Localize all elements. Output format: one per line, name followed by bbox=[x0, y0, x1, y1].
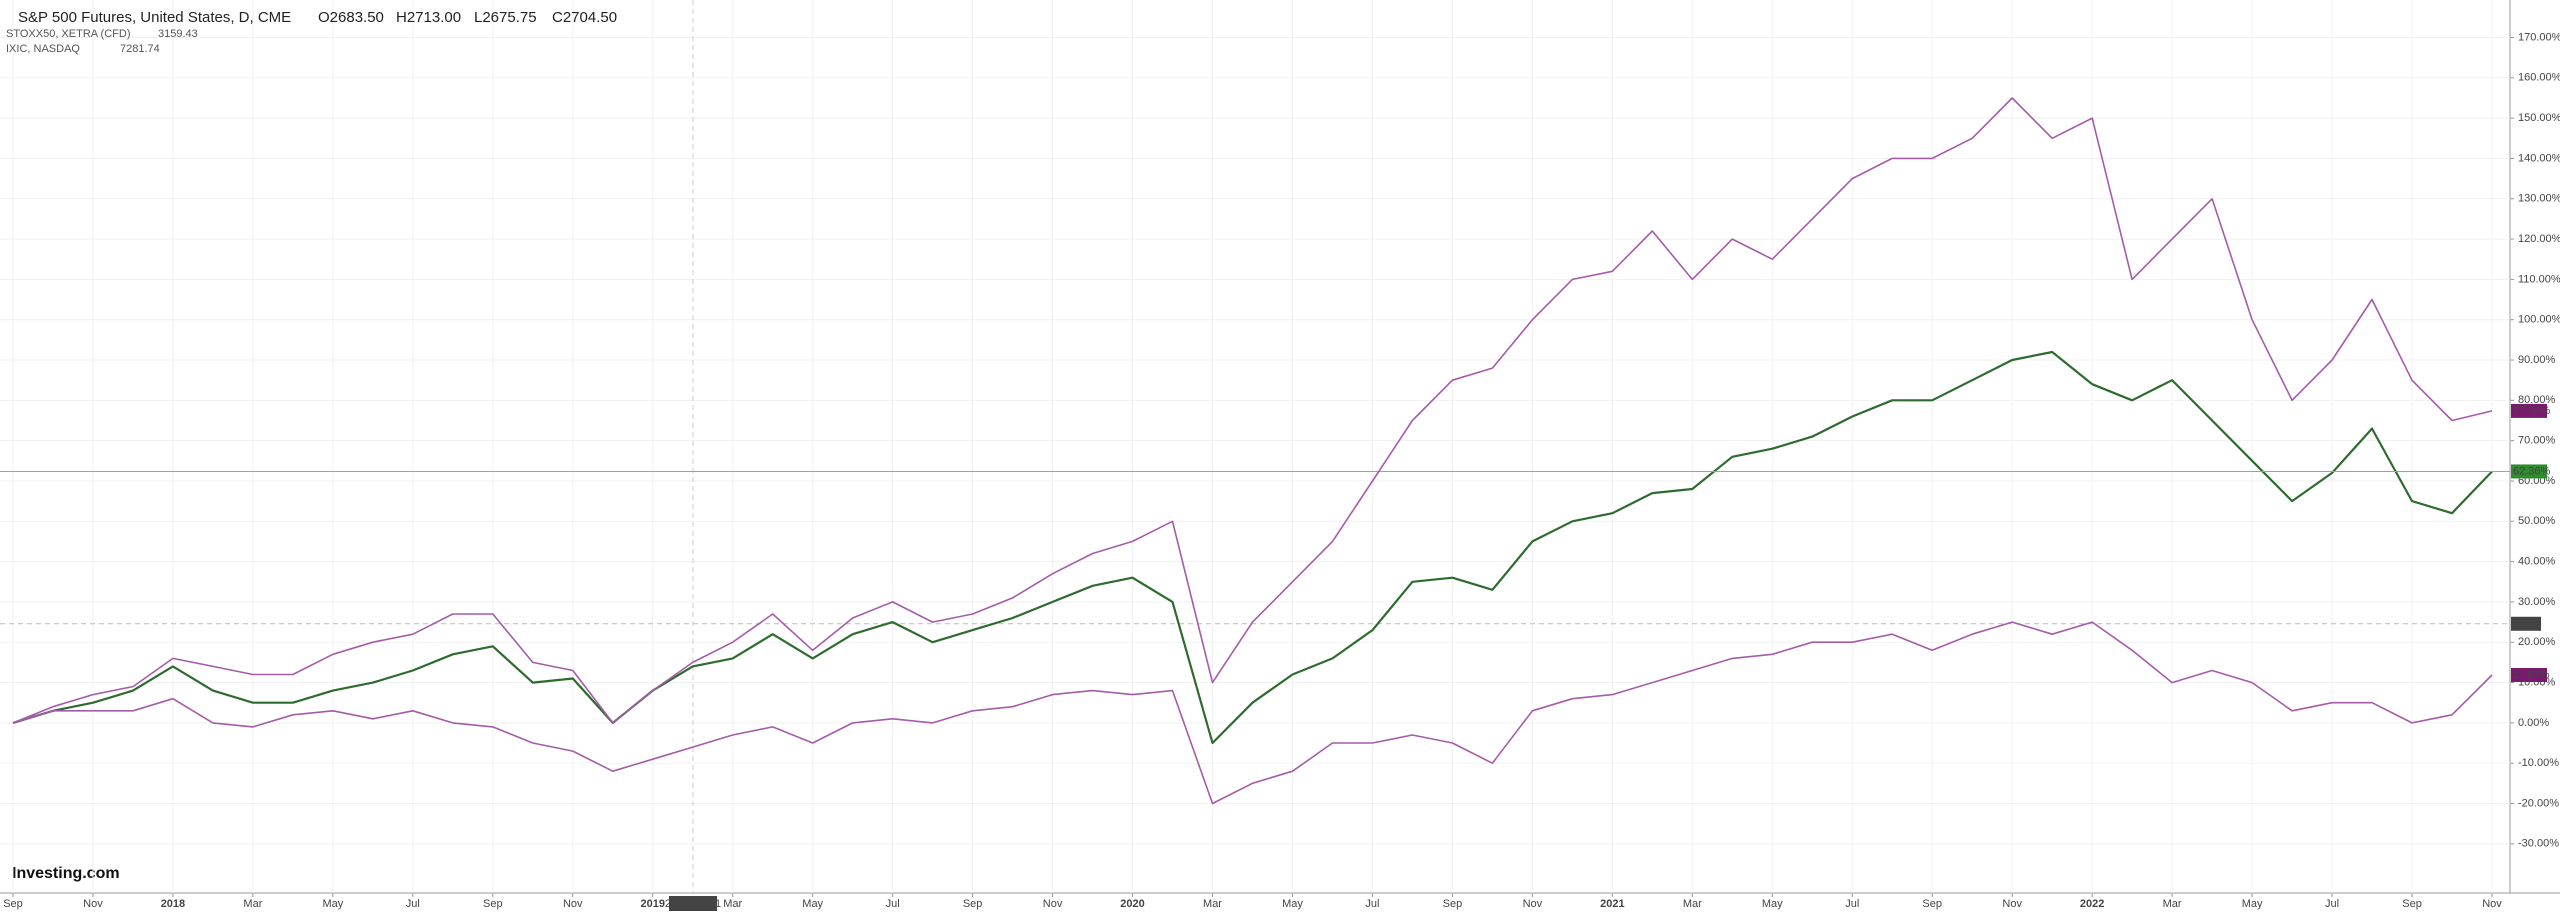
legend-entry: S&P 500 Futures, United States, D, CME bbox=[18, 9, 291, 26]
legend-quote: C2704.50 bbox=[552, 9, 617, 26]
y-tick-label: 50.00% bbox=[2518, 515, 2556, 527]
y-tick-label: 40.00% bbox=[2518, 556, 2556, 568]
x-tick-label: Jul bbox=[406, 898, 420, 910]
crosshair-x-label: 2019-01-31 bbox=[665, 898, 721, 910]
series-line bbox=[12, 621, 2493, 805]
x-tick-label: Sep bbox=[2402, 898, 2422, 910]
y-tick-label: 110.00% bbox=[2518, 273, 2560, 285]
x-tick-label: Jul bbox=[1365, 898, 1379, 910]
x-tick-label: Jul bbox=[886, 898, 900, 910]
legend-quote: H2713.00 bbox=[396, 9, 461, 26]
crosshair-x-tag bbox=[669, 896, 717, 911]
x-tick-label: Jul bbox=[2325, 898, 2339, 910]
x-tick-label: Nov bbox=[1043, 898, 1063, 910]
x-tick-label: May bbox=[1762, 898, 1783, 910]
y-tick-label: 120.00% bbox=[2518, 233, 2560, 245]
y-tick-label: 90.00% bbox=[2518, 354, 2556, 366]
legend-quote: 7281.74 bbox=[120, 43, 160, 55]
end-tag bbox=[2511, 403, 2547, 418]
x-tick-label: Sep bbox=[483, 898, 503, 910]
end-label: 11.87% bbox=[2513, 669, 2550, 681]
x-tick-label: May bbox=[2242, 898, 2263, 910]
logo: Investing.com bbox=[12, 865, 120, 882]
legend-entry: STOXX50, XETRA (CFD) bbox=[6, 28, 131, 40]
y-tick-label: 140.00% bbox=[2518, 152, 2560, 164]
y-tick-label: 70.00% bbox=[2518, 435, 2556, 447]
y-tick-label: 150.00% bbox=[2518, 112, 2560, 124]
x-tick-label: Nov bbox=[83, 898, 103, 910]
y-tick-label: 100.00% bbox=[2518, 314, 2560, 326]
x-tick-label: Sep bbox=[963, 898, 983, 910]
crosshair-y-tag bbox=[2511, 616, 2541, 631]
end-tag bbox=[2511, 464, 2547, 479]
crosshair-y-label: 24.58 bbox=[2514, 618, 2542, 630]
end-label: 62.36% bbox=[2513, 465, 2551, 477]
x-tick-label: Mar bbox=[2163, 898, 2182, 910]
end-label: 77.38% bbox=[2513, 405, 2551, 417]
x-tick-label: 2022 bbox=[2080, 898, 2104, 910]
series-line bbox=[12, 97, 2493, 724]
x-tick-label: Nov bbox=[2482, 898, 2502, 910]
x-tick-label: Jul bbox=[1845, 898, 1859, 910]
series-line bbox=[12, 350, 2493, 745]
x-tick-label: Nov bbox=[1523, 898, 1543, 910]
x-tick-label: Mar bbox=[723, 898, 742, 910]
x-tick-label: Mar bbox=[243, 898, 262, 910]
y-tick-label: 80.00% bbox=[2518, 394, 2556, 406]
y-tick-label: 130.00% bbox=[2518, 193, 2560, 205]
x-tick-label: Sep bbox=[1922, 898, 1942, 910]
x-tick-label: 2018 bbox=[161, 898, 185, 910]
legend-quote: O2683.50 bbox=[318, 9, 384, 26]
y-tick-label: 170.00% bbox=[2518, 31, 2560, 43]
x-tick-label: Nov bbox=[2002, 898, 2022, 910]
y-tick-label: 160.00% bbox=[2518, 72, 2560, 84]
x-tick-label: May bbox=[1282, 898, 1303, 910]
x-tick-label: May bbox=[802, 898, 823, 910]
x-tick-label: Mar bbox=[1683, 898, 1702, 910]
x-tick-label: Sep bbox=[3, 898, 23, 910]
y-tick-label: 30.00% bbox=[2518, 596, 2556, 608]
legend-quote: L2675.75 bbox=[474, 9, 537, 26]
legend-entry: IXIC, NASDAQ bbox=[6, 43, 80, 55]
x-tick-label: Mar bbox=[1203, 898, 1222, 910]
x-tick-label: Nov bbox=[563, 898, 583, 910]
y-tick-label: -10.00% bbox=[2518, 757, 2559, 769]
y-tick-label: 20.00% bbox=[2518, 636, 2556, 648]
x-tick-label: 2020 bbox=[1120, 898, 1144, 910]
x-tick-label: Sep bbox=[1443, 898, 1463, 910]
x-tick-label: 2019 bbox=[640, 898, 664, 910]
y-tick-label: -30.00% bbox=[2518, 838, 2559, 850]
end-tag bbox=[2511, 668, 2547, 683]
y-tick-label: 0.00% bbox=[2518, 717, 2549, 729]
x-tick-label: 2021 bbox=[1600, 898, 1624, 910]
legend-quote: 3159.43 bbox=[158, 28, 198, 40]
y-tick-label: -20.00% bbox=[2518, 797, 2559, 809]
x-tick-label: May bbox=[322, 898, 343, 910]
